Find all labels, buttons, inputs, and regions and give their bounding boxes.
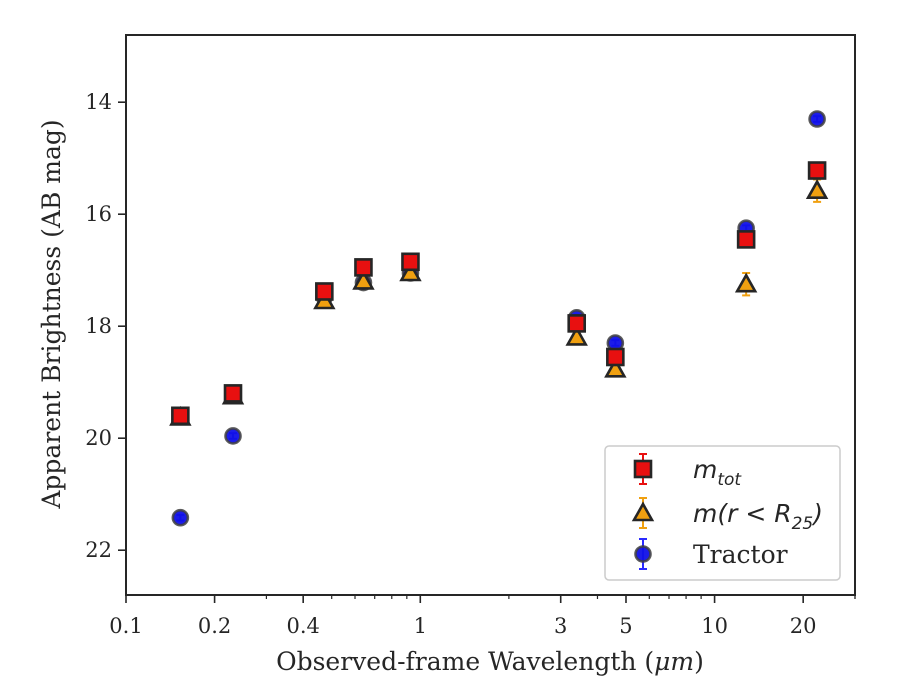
point-tractor xyxy=(808,110,826,128)
x-tick-label: 5 xyxy=(619,614,632,638)
legend-box xyxy=(604,445,841,581)
point-m_tot xyxy=(567,314,587,333)
legend: mtot m(r < R25) Tractor xyxy=(604,445,841,581)
legend-label-tractor: Tractor xyxy=(693,540,788,569)
point-m_r25 xyxy=(399,261,422,282)
x-tick-label: 0.2 xyxy=(198,614,231,638)
x-axis-label: Observed-frame Wavelength (μm) xyxy=(276,647,704,676)
point-m_tot xyxy=(171,406,190,426)
legend-marker-m_r25 xyxy=(631,501,655,522)
legend-label-m-tot: mtot xyxy=(693,455,742,490)
series-m_tot xyxy=(171,161,827,426)
y-tick-label: 18 xyxy=(85,314,112,338)
point-tractor xyxy=(171,508,190,527)
plot-frame xyxy=(125,34,856,596)
point-tractor xyxy=(224,427,242,445)
y-tick-label: 22 xyxy=(85,538,112,562)
point-m_tot xyxy=(401,252,420,272)
point-m_r25 xyxy=(734,272,758,293)
y-tick-label: 16 xyxy=(85,202,112,226)
y-axis-label: Apparent Brightness (AB mag) xyxy=(37,119,66,509)
legend-marker-m_tot xyxy=(633,459,653,479)
y-axis-ticks: 14 16 18 20 22 xyxy=(85,90,126,562)
y-tick-label: 14 xyxy=(85,90,112,114)
point-m_tot xyxy=(315,282,334,301)
x-tick-label: 3 xyxy=(554,614,567,638)
legend-marker-tractor xyxy=(634,545,652,563)
point-m_r25 xyxy=(805,179,829,199)
x-tick-label: 0.1 xyxy=(109,614,142,638)
x-tick-label: 0.4 xyxy=(286,614,319,638)
y-tick-label: 20 xyxy=(85,426,112,450)
x-axis-ticks: 0.1 0.2 0.4 1 3 5 10 20 xyxy=(109,595,856,638)
point-m_tot xyxy=(807,161,827,180)
legend-label-m-r25: m(r < R25) xyxy=(693,499,823,534)
point-m_tot xyxy=(223,384,243,403)
x-tick-label: 10 xyxy=(701,614,728,638)
x-tick-label: 20 xyxy=(790,614,817,638)
point-m_tot xyxy=(354,258,373,277)
data-marks xyxy=(169,110,829,527)
point-m_r25 xyxy=(352,269,375,290)
point-m_r25 xyxy=(604,357,627,378)
series-m_r25 xyxy=(169,178,829,426)
point-m_tot xyxy=(736,230,756,249)
x-tick-label: 1 xyxy=(414,614,427,638)
point-m_tot xyxy=(606,347,625,367)
point-m_r25 xyxy=(565,325,588,346)
